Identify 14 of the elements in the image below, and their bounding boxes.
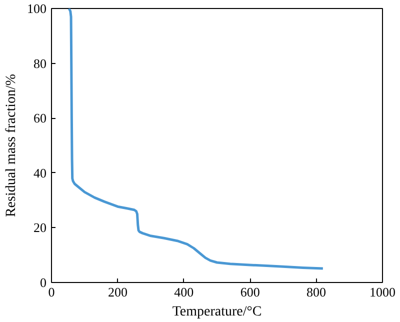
y-tick-label: 100 [27, 1, 46, 16]
x-tick-label: 800 [306, 284, 326, 300]
y-tick-label: 40 [34, 165, 46, 180]
y-tick-label: 80 [34, 56, 46, 71]
x-tick-label: 400 [174, 284, 194, 300]
x-axis-title: Temperature/°C [172, 304, 262, 320]
line-series [68, 8, 324, 270]
x-tick-label: 200 [108, 284, 128, 300]
y-axis-title: Residual mass fraction/% [4, 74, 19, 218]
y-tick-label: 60 [34, 110, 46, 126]
x-tick-label: 1000 [370, 284, 396, 300]
y-tick-label: 0 [40, 275, 46, 290]
x-tick-label: 600 [240, 284, 260, 300]
y-tick-label: 20 [34, 220, 46, 236]
